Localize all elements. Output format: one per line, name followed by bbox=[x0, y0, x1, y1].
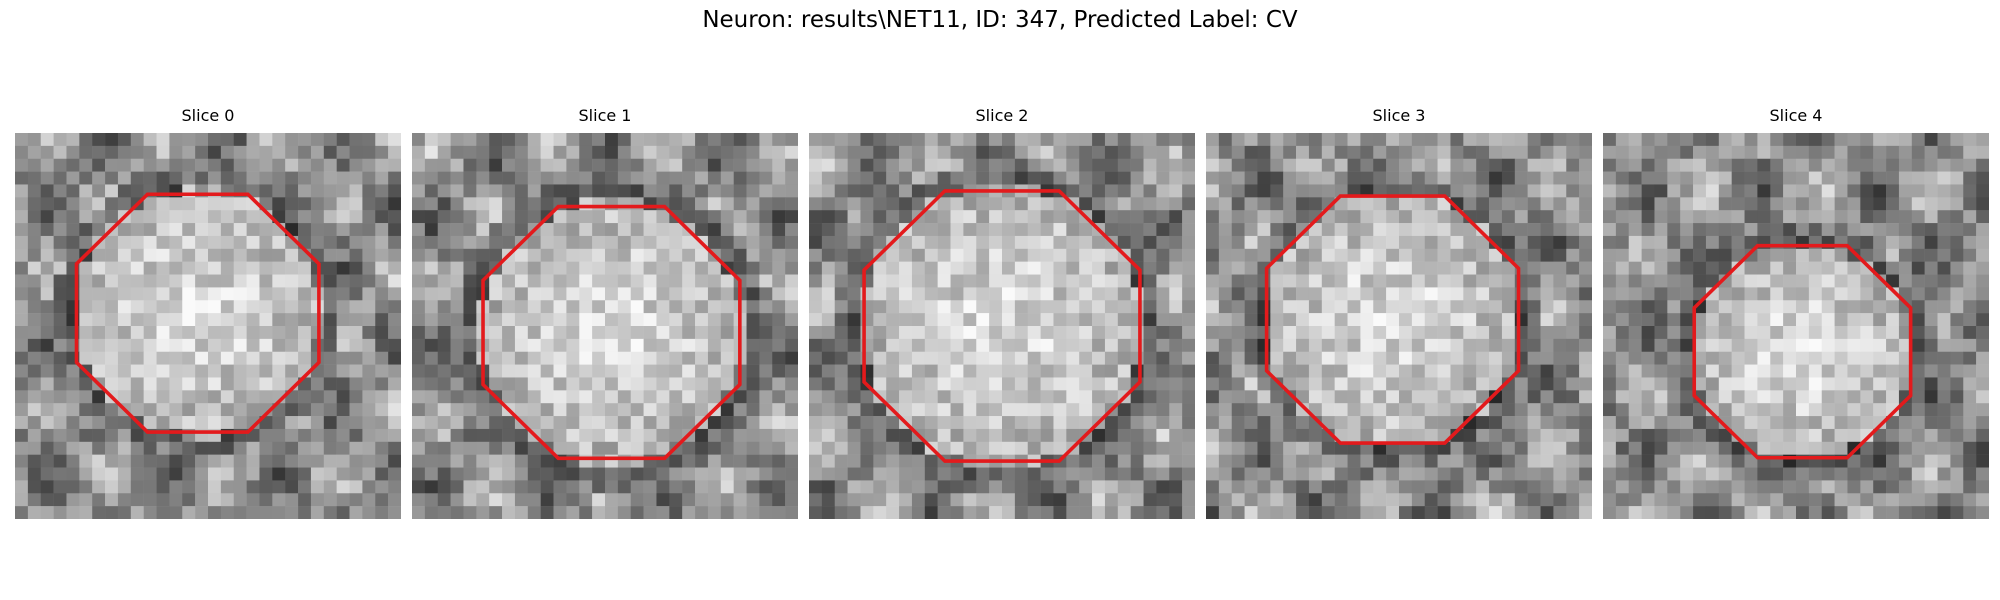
slice-title: Slice 4 bbox=[1769, 106, 1823, 125]
pixel-grid bbox=[809, 133, 1195, 519]
slice-title: Slice 3 bbox=[1372, 106, 1426, 125]
figure-title: Neuron: results\NET11, ID: 347, Predicte… bbox=[702, 7, 1298, 33]
slice-image bbox=[1206, 133, 1592, 519]
slice-title: Slice 0 bbox=[181, 106, 235, 125]
slice-image bbox=[15, 133, 401, 519]
segmentation-contour bbox=[481, 204, 742, 461]
pixel-grid bbox=[1603, 133, 1989, 519]
slice-title: Slice 1 bbox=[578, 106, 632, 125]
pixel-grid bbox=[412, 133, 798, 519]
slice-title: Slice 2 bbox=[975, 106, 1029, 125]
slice-image bbox=[809, 133, 1195, 519]
pixel-grid bbox=[1206, 133, 1592, 519]
segmentation-contour bbox=[1264, 194, 1521, 445]
pixel-grid bbox=[15, 133, 401, 519]
segmentation-contour bbox=[74, 192, 321, 434]
segmentation-contour bbox=[1692, 243, 1913, 460]
slice-image bbox=[1603, 133, 1989, 519]
slice-image bbox=[412, 133, 798, 519]
segmentation-contour bbox=[862, 189, 1142, 463]
